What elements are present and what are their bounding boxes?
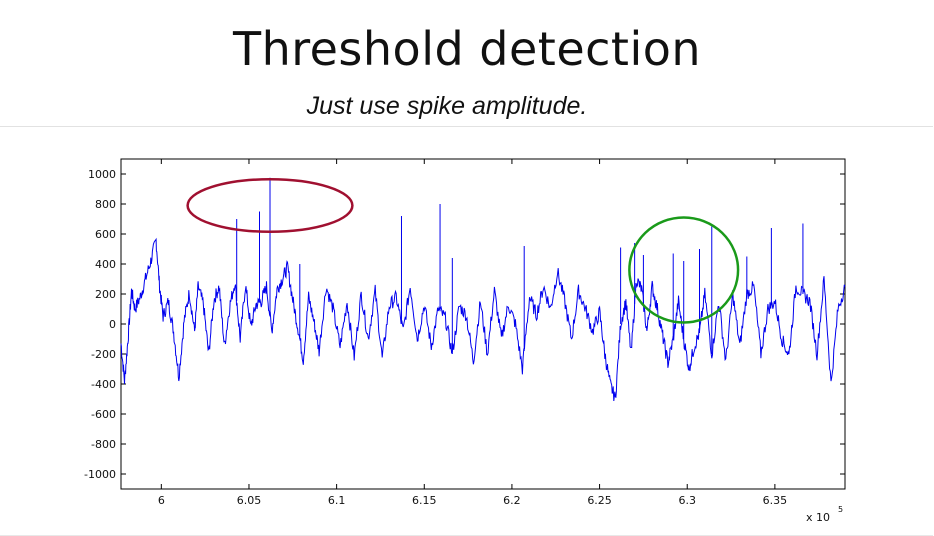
trace-layer [120,177,846,402]
y-tick-label: -600 [91,408,116,421]
x-tick-label: 6.35 [763,494,788,507]
y-tick-label: 200 [95,288,116,301]
y-tick-label: 1000 [88,168,116,181]
slide-title: Threshold detection [232,22,702,76]
axis-ticks: 1000 800 600 400 200 0 -200 -400 -600 -800 -1000 6 6… [84,159,845,507]
slide-subtitle: Just use spike amplitude. [306,92,588,120]
annotation-ellipse [186,178,354,233]
x-tick-label: 6.1 [328,494,346,507]
y-tick-label: 400 [95,258,116,271]
x-multiplier-label: x 10 [806,511,830,524]
y-tick-label: -400 [91,378,116,391]
annotation-circle [628,216,740,324]
x-tick-label: 6.2 [503,494,521,507]
x-multiplier-exponent: 5 [838,505,843,514]
x-tick-label: 6.25 [587,494,612,507]
y-tick-label: 800 [95,198,116,211]
x-tick-label: 6.3 [678,494,696,507]
x-tick-label: 6.15 [412,494,437,507]
chart-figure: 1000 800 600 400 200 0 -200 -400 -600 -800 -1000 6 6… [0,126,933,536]
y-tick-label: 0 [109,318,116,331]
y-tick-label: 600 [95,228,116,241]
y-tick-label: -1000 [84,468,116,481]
signal-plot: 1000 800 600 400 200 0 -200 -400 -600 -800 -1000 6 6… [84,158,846,524]
signal-trace [120,237,846,402]
annotation-layer [186,178,740,324]
y-tick-label: -800 [91,438,116,451]
y-tick-label: -200 [91,348,116,361]
x-tick-label: 6.05 [237,494,262,507]
x-tick-label: 6 [158,494,165,507]
